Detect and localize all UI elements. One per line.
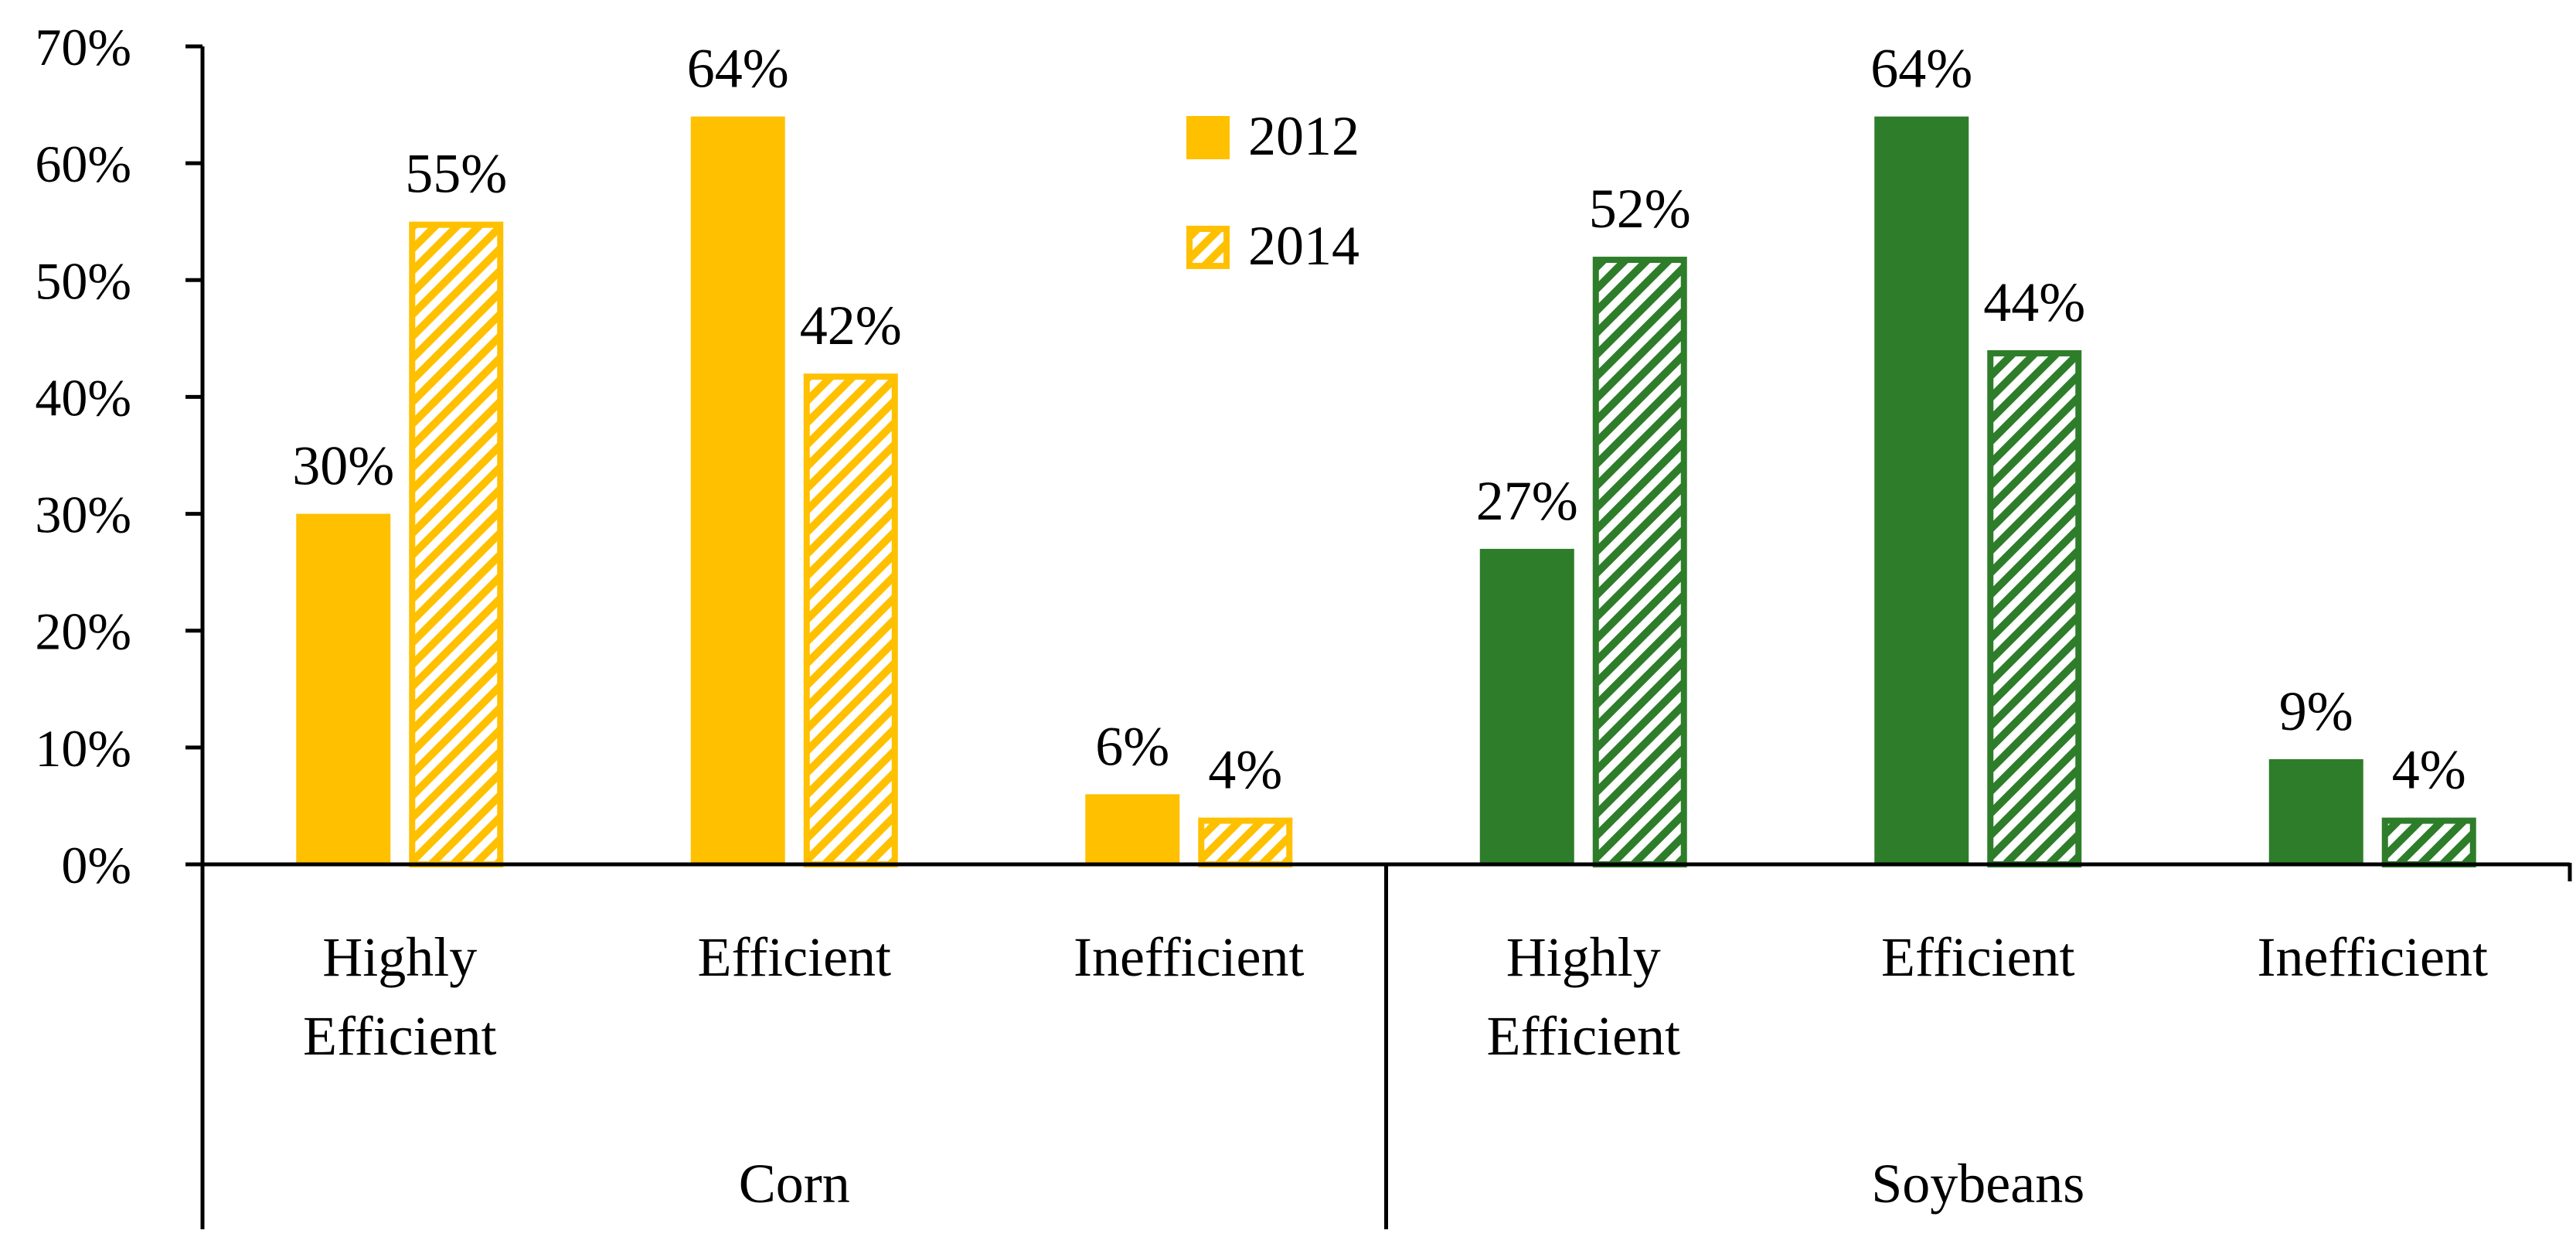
category-label: Inefficient [2257,926,2488,988]
bar-soybeans-efficient-2012 [1874,116,1969,864]
legend: 2012 2014 [1186,105,1359,277]
data-label: 27% [1476,470,1578,532]
data-label: 52% [1589,178,1691,240]
y-tick-label: 20% [35,602,131,661]
y-tick-label: 30% [35,486,131,544]
bars-layer: 30% 55% 64% 42% 6% 4% 27% 52% 64% 44% 9% 4% [292,38,2476,867]
bar-soybeans-efficient-2014 [1987,349,2082,867]
y-tick-label: 50% [35,251,131,310]
bar-soybeans-inefficient-2014 [2381,817,2476,867]
data-label: 44% [1983,271,2085,333]
legend-label-2012: 2012 [1248,105,1359,167]
bar-corn-efficient-2012 [690,116,785,864]
data-label: 30% [292,435,394,497]
category-label: Inefficient [1074,926,1305,988]
bar-corn-efficient-2014 [803,373,898,867]
y-tick-label: 0% [61,836,131,895]
group-label-corn: Corn [739,1153,850,1215]
data-label: 64% [1870,38,1972,100]
category-label: Highly [1506,926,1661,988]
category-label: Efficient [1881,926,2075,988]
y-axis: 0% 10% 20% 30% 40% 50% 60% 70% [35,18,205,1229]
data-label: 64% [687,38,789,100]
y-tick-label: 40% [35,368,131,427]
bar-soybeans-highly-efficient-2014 [1592,257,1687,867]
bar-corn-highly-efficient-2012 [296,513,391,864]
category-label: Efficient [1486,1005,1680,1067]
y-tick-label: 70% [35,18,131,77]
y-tick-label: 60% [35,135,131,193]
bar-corn-highly-efficient-2014 [409,221,504,867]
legend-swatch-2012 [1186,116,1230,159]
category-label: Highly [322,926,477,988]
data-label: 4% [1208,739,1282,801]
category-label: Efficient [303,1005,497,1067]
data-label: 55% [405,143,507,205]
data-label: 42% [800,295,902,356]
y-tick-label: 10% [35,719,131,778]
data-label: 9% [2279,680,2353,742]
bar-soybeans-highly-efficient-2012 [1479,548,1574,864]
data-label: 6% [1095,715,1169,777]
legend-swatch-2014 [1186,226,1230,269]
group-label-soybeans: Soybeans [1871,1153,2084,1215]
category-label: Efficient [697,926,891,988]
data-label: 4% [2392,739,2466,801]
bar-corn-inefficient-2012 [1085,794,1180,864]
legend-label-2014: 2014 [1248,215,1359,277]
bar-corn-inefficient-2014 [1198,817,1293,867]
x-axis: Highly Efficient Efficient Inefficient Corn H… [202,862,2572,1229]
bar-soybeans-inefficient-2012 [2268,758,2363,864]
